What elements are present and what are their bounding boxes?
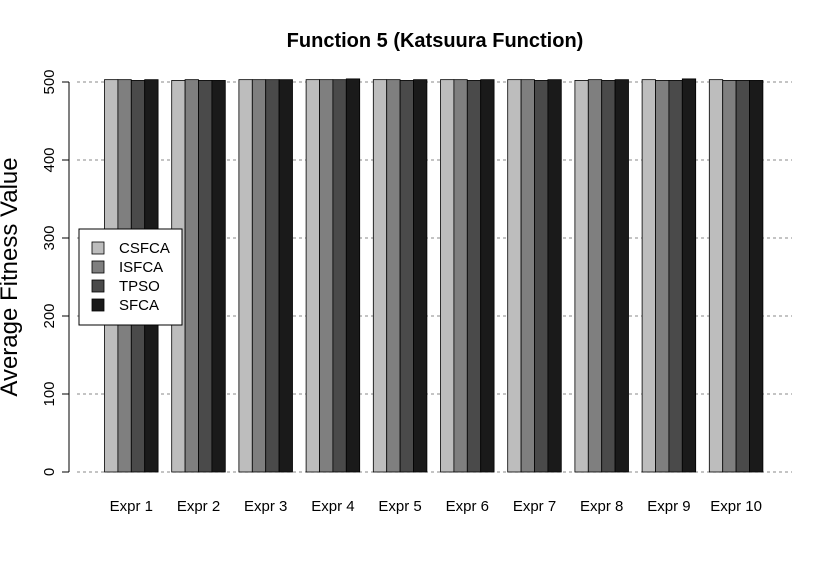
bar-isfca — [520, 79, 535, 473]
bar-isfca — [453, 79, 468, 473]
x-tick-label: Expr 8 — [580, 498, 623, 515]
y-tick-label: 100 — [41, 381, 58, 406]
bar-csfca — [574, 80, 589, 473]
legend-item: SFCA — [91, 297, 159, 314]
bar-isfca — [587, 79, 603, 473]
x-tick-label: Expr 7 — [513, 498, 556, 515]
bar-tpso — [466, 80, 482, 473]
legend-item: TPSO — [91, 278, 160, 295]
x-tick-label: Expr 3 — [244, 498, 287, 515]
y-tick-label: 0 — [41, 468, 58, 476]
bar-tpso — [668, 80, 683, 473]
bar-tpso — [198, 80, 213, 473]
legend-swatch — [91, 241, 105, 255]
bar-isfca — [655, 80, 670, 473]
bar-csfca — [238, 79, 253, 473]
bar-csfca — [641, 79, 656, 473]
y-tick-label: 200 — [41, 303, 58, 328]
x-tick-label: Expr 4 — [311, 498, 354, 515]
bar-tpso — [332, 79, 347, 473]
bar-group — [440, 79, 495, 473]
bar-tpso — [735, 80, 750, 473]
x-axis-tick-labels: Expr 1 Expr 2 Expr 3 Expr 4 Expr 5 Expr 6 Expr… — [110, 498, 762, 515]
bar-sfca — [211, 80, 226, 473]
bar-sfca — [614, 79, 629, 473]
bar-sfca — [345, 78, 361, 473]
bar-group — [574, 79, 629, 473]
chart-title: Function 5 (Katsuura Function) — [287, 30, 584, 52]
y-tick-label: 500 — [41, 69, 58, 94]
bar-group — [372, 79, 428, 473]
bar-isfca — [184, 79, 199, 473]
legend-label: TPSO — [119, 278, 160, 295]
bar-group — [708, 79, 764, 473]
x-tick-label: Expr 5 — [378, 498, 421, 515]
x-tick-label: Expr 2 — [177, 498, 220, 515]
legend-item: CSFCA — [91, 240, 170, 257]
x-tick-label: Expr 1 — [110, 498, 153, 515]
bar-isfca — [386, 79, 401, 473]
bar-sfca — [413, 79, 428, 473]
bar-csfca — [305, 79, 320, 473]
bar-group — [507, 79, 562, 473]
y-axis: 0 100 200 300 400 500 — [41, 69, 70, 476]
legend-swatch — [91, 279, 105, 293]
bar-tpso — [601, 80, 616, 473]
x-tick-label: Expr 6 — [446, 498, 489, 515]
bar-tpso — [399, 80, 414, 473]
bar-sfca — [480, 79, 495, 473]
bar-sfca — [681, 78, 697, 473]
bar-csfca — [708, 79, 724, 473]
legend-item: ISFCA — [91, 259, 163, 276]
bar-isfca — [722, 80, 737, 473]
y-tick-label: 400 — [41, 147, 58, 172]
legend-label: CSFCA — [119, 240, 170, 257]
bar-isfca — [319, 79, 334, 473]
x-tick-label: Expr 10 — [710, 498, 762, 515]
y-tick-label: 300 — [41, 225, 58, 250]
bar-sfca — [278, 79, 293, 473]
bars-group — [104, 78, 764, 473]
legend-swatch — [91, 298, 105, 312]
bar-tpso — [265, 79, 280, 473]
bar-isfca — [251, 79, 267, 473]
bar-tpso — [534, 80, 549, 473]
legend-label: ISFCA — [119, 259, 163, 276]
bar-group — [238, 79, 293, 473]
legend-swatch — [91, 260, 105, 274]
bar-csfca — [440, 79, 455, 473]
bar-csfca — [372, 79, 388, 473]
bar-group — [641, 78, 697, 473]
legend: CSFCA ISFCA TPSO SFCA — [78, 228, 183, 326]
legend-label: SFCA — [119, 297, 159, 314]
bar-sfca — [547, 79, 562, 473]
bar-group — [305, 78, 361, 473]
bar-sfca — [749, 80, 764, 473]
y-axis-label: Average Fitness Value — [0, 157, 23, 396]
bar-csfca — [507, 79, 522, 473]
x-tick-label: Expr 9 — [647, 498, 690, 515]
